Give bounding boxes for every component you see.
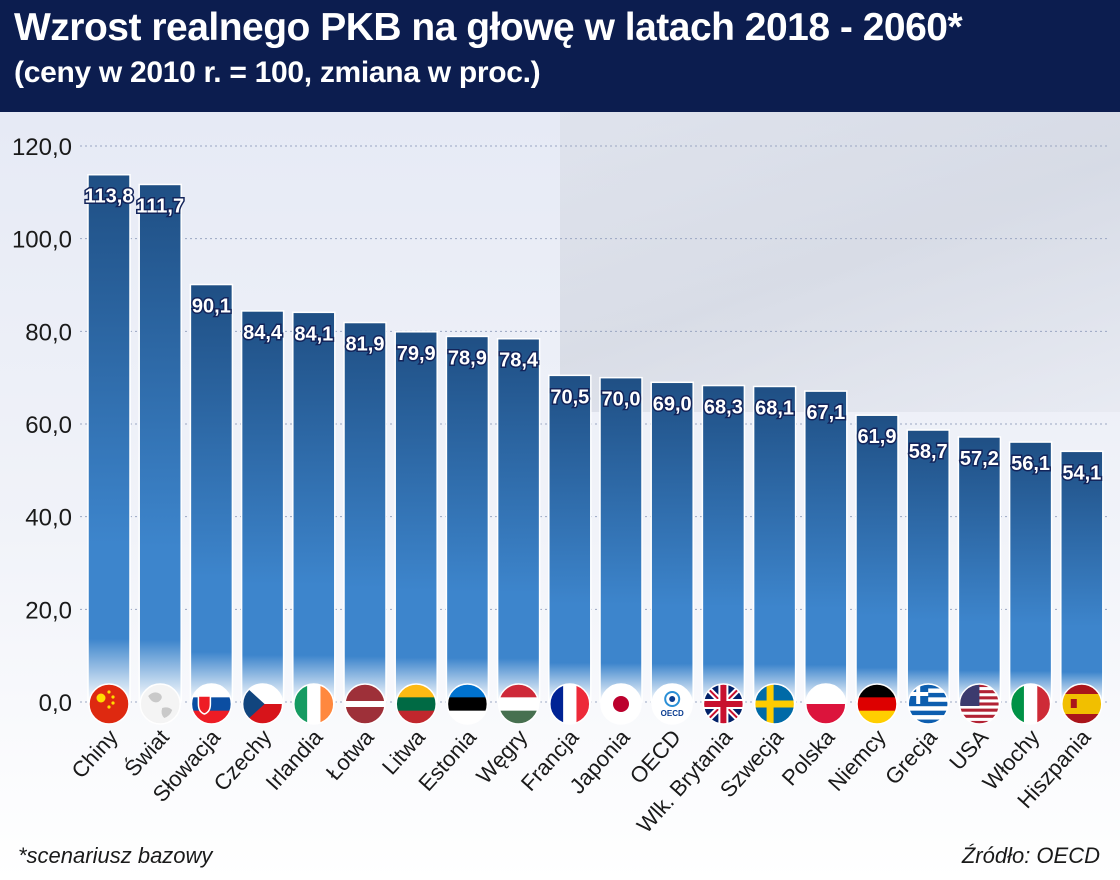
- flag-uk-icon: [702, 683, 745, 725]
- chart-title: Wzrost realnego PKB na głowę w latach 20…: [14, 6, 963, 49]
- svg-text:OECD: OECD: [661, 709, 684, 718]
- flag-france-icon: [549, 683, 591, 725]
- data-label: 68,3: [704, 397, 743, 419]
- data-label: 57,2: [960, 448, 999, 470]
- category-label: Irlandia: [261, 724, 328, 795]
- banknote-background-image: [560, 112, 1120, 412]
- bar-usa: [957, 436, 1002, 703]
- data-label: 67,1: [806, 402, 845, 424]
- data-label: 78,9: [448, 347, 487, 369]
- flag-lithuania-icon: [395, 683, 437, 725]
- category-label: Niemcy: [823, 725, 891, 796]
- flag-italy-icon: [1009, 683, 1052, 725]
- flag-germany-icon: [856, 683, 898, 725]
- data-label: 111,7: [136, 195, 184, 217]
- bar-świat: [138, 183, 182, 703]
- data-label: 84,1: [294, 323, 333, 345]
- bar-japonia: [599, 376, 643, 703]
- bar-hiszpania: [1060, 450, 1104, 703]
- category-label: Grecja: [880, 724, 942, 789]
- flag-spain-icon: [1061, 683, 1103, 725]
- flag-usa-icon: [958, 683, 1001, 725]
- category-label: Estonia: [413, 724, 481, 796]
- flag-ireland-icon: [293, 683, 335, 725]
- data-label: 79,9: [397, 343, 436, 365]
- bar-polska: [804, 390, 848, 703]
- data-label: 78,4: [499, 350, 539, 372]
- data-label: 90,1: [192, 296, 231, 318]
- flag-oecd-icon: OECD: [651, 683, 693, 725]
- flag-latvia-icon: [344, 683, 386, 725]
- bar-szwecja: [752, 385, 797, 703]
- bar-włochy: [1008, 441, 1053, 703]
- flag-sweden-icon: [753, 683, 796, 725]
- data-label: 69,0: [653, 393, 692, 415]
- y-tick-label: 100,0: [12, 227, 72, 254]
- category-label: Czechy: [209, 725, 277, 796]
- bar-wlk-brytania: [701, 384, 746, 703]
- y-tick-label: 20,0: [25, 597, 72, 624]
- footnote: *scenariusz bazowy: [18, 843, 213, 868]
- flag-china-icon: [88, 683, 130, 725]
- y-tick-label: 0,0: [39, 690, 72, 717]
- flag-japan-icon: [600, 683, 642, 725]
- data-label: 68,1: [755, 397, 794, 419]
- y-tick-label: 40,0: [25, 505, 72, 532]
- bar-chiny: [87, 173, 131, 703]
- data-label: 58,7: [909, 441, 948, 463]
- bar-grecja: [906, 429, 950, 703]
- bar-niemcy: [855, 414, 899, 703]
- data-label: 70,0: [602, 389, 641, 411]
- flag-czechia-icon: [241, 683, 284, 725]
- flag-greece-icon: [907, 683, 949, 725]
- bar-irlandia: [292, 311, 336, 703]
- bar-łotwa: [343, 321, 387, 703]
- y-tick-label: 120,0: [12, 134, 72, 161]
- category-label: Chiny: [66, 725, 122, 784]
- bar-węgry: [496, 337, 541, 703]
- category-label: Łotwa: [321, 724, 379, 785]
- data-label: 54,1: [1062, 462, 1101, 484]
- chart-header: Wzrost realnego PKB na głowę w latach 20…: [0, 0, 1120, 112]
- flag-poland-icon: [805, 683, 847, 725]
- data-label: 56,1: [1011, 453, 1050, 475]
- flag-hungary-icon: [497, 683, 540, 725]
- source-note: Źródło: OECD: [961, 843, 1100, 868]
- y-tick-label: 80,0: [25, 319, 72, 346]
- bar-francja: [548, 374, 592, 703]
- flag-estonia-icon: [446, 683, 489, 725]
- y-tick-label: 60,0: [25, 412, 72, 439]
- chart-subtitle: (ceny w 2010 r. = 100, zmiana w proc.): [14, 56, 541, 89]
- data-label: 84,4: [243, 322, 283, 344]
- bar-chart: 0,0 20,0 40,0 60,0 80,0 100,0 120,0 113,8 Chiny 1…: [12, 134, 1110, 838]
- bar-czechy: [240, 310, 285, 703]
- bar-oecd: [650, 381, 694, 703]
- flag-world-icon: [139, 683, 181, 725]
- data-label: 61,9: [858, 426, 897, 448]
- bar-słowacja: [189, 283, 234, 703]
- data-label: 113,8: [85, 186, 134, 208]
- data-label: 70,5: [550, 386, 589, 408]
- flag-slovakia-icon: [190, 683, 233, 725]
- data-label: 81,9: [346, 334, 385, 356]
- bar-litwa: [394, 331, 438, 703]
- bar-estonia: [445, 335, 490, 703]
